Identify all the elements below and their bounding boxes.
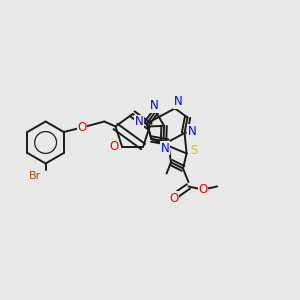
Text: O: O: [198, 183, 207, 196]
Text: O: O: [109, 140, 118, 153]
Text: N: N: [160, 142, 169, 154]
Text: N: N: [150, 99, 159, 112]
Text: O: O: [169, 192, 178, 205]
Text: N: N: [135, 116, 144, 128]
Text: O: O: [77, 121, 86, 134]
Text: N: N: [173, 95, 182, 108]
Text: S: S: [190, 144, 198, 157]
Text: N: N: [188, 125, 196, 138]
Text: Br: Br: [29, 171, 41, 181]
